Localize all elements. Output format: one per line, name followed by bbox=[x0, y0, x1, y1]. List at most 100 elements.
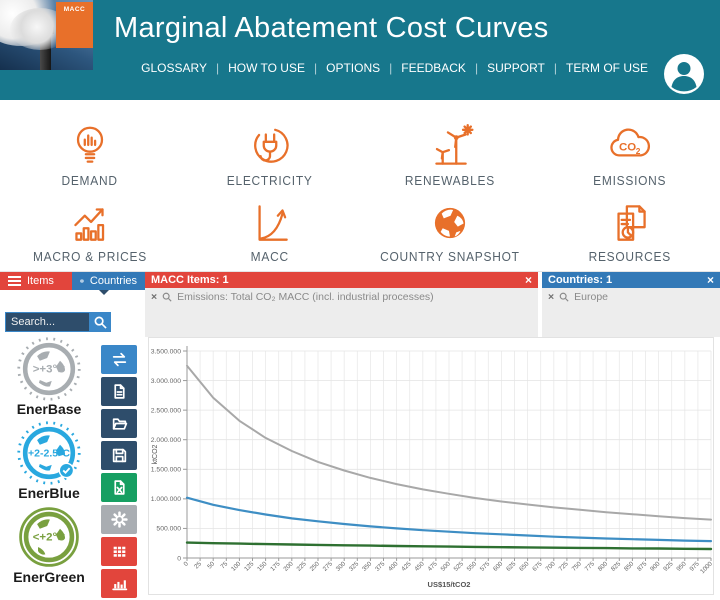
open-folder-button[interactable] bbox=[101, 409, 137, 438]
svg-text:1000: 1000 bbox=[699, 560, 713, 575]
nav-feedback[interactable]: FEEDBACK bbox=[380, 61, 466, 75]
svg-text:25: 25 bbox=[193, 560, 203, 570]
svg-text:850: 850 bbox=[623, 560, 636, 573]
close-icon[interactable]: × bbox=[706, 273, 714, 287]
menu-renewables[interactable]: RENEWABLES bbox=[360, 104, 540, 188]
svg-text:425: 425 bbox=[400, 560, 413, 573]
svg-text:50: 50 bbox=[206, 560, 216, 570]
svg-text:350: 350 bbox=[361, 560, 374, 573]
macc-chart[interactable]: 0 500.000 1.000.000 1.500.000 2.000.000 2.500… bbox=[149, 338, 713, 594]
menu-macc[interactable]: MACC bbox=[180, 188, 360, 264]
scenario-list: >+3°C EnerBase +2-2.5°C EnerBlue <+2°C E… bbox=[0, 336, 98, 588]
svg-text:0: 0 bbox=[177, 555, 181, 562]
country-entry: Europe bbox=[574, 291, 608, 303]
macc-item-entry: Emissions: Total CO₂ MACC (incl. industr… bbox=[177, 291, 434, 303]
svg-text:250: 250 bbox=[309, 560, 322, 573]
svg-text:550: 550 bbox=[466, 560, 479, 573]
swap-series-button[interactable] bbox=[101, 345, 137, 374]
menu-demand[interactable]: DEMAND bbox=[0, 104, 180, 188]
export-excel-button[interactable] bbox=[101, 473, 137, 502]
scenario-enerbase[interactable]: >+3°C EnerBase bbox=[0, 336, 98, 417]
user-avatar-icon[interactable] bbox=[663, 53, 705, 95]
countries-title: Countries: 1 bbox=[548, 274, 613, 286]
lightbulb-chart-icon bbox=[76, 126, 104, 163]
filter-strip bbox=[0, 271, 720, 338]
macc-items-title: MACC Items: 1 bbox=[151, 274, 229, 286]
search-widget bbox=[5, 312, 111, 332]
svg-text:325: 325 bbox=[348, 560, 361, 573]
nav-term-of-use[interactable]: TERM OF USE bbox=[545, 61, 648, 75]
scenario-name: EnerBase bbox=[16, 401, 82, 417]
save-button[interactable] bbox=[101, 441, 137, 470]
chimney-art bbox=[40, 30, 51, 70]
menu-country-snapshot[interactable]: COUNTRY SNAPSHOT bbox=[360, 188, 540, 264]
svg-text:300: 300 bbox=[335, 560, 348, 573]
svg-text:925: 925 bbox=[662, 560, 675, 573]
table-view-button[interactable] bbox=[101, 537, 137, 566]
menu-electricity[interactable]: ELECTRICITY bbox=[180, 104, 360, 188]
svg-text:2.000.000: 2.000.000 bbox=[151, 437, 181, 444]
search-button[interactable] bbox=[89, 312, 111, 332]
svg-text:400: 400 bbox=[387, 560, 400, 573]
chart-view-button[interactable] bbox=[101, 569, 137, 598]
remove-filter-icon[interactable]: × bbox=[548, 291, 555, 303]
svg-text:475: 475 bbox=[426, 560, 439, 573]
svg-text:1.500.000: 1.500.000 bbox=[151, 467, 181, 474]
nav-how-to-use[interactable]: HOW TO USE bbox=[207, 61, 305, 75]
svg-text:900: 900 bbox=[649, 560, 662, 573]
svg-text:575: 575 bbox=[479, 560, 492, 573]
svg-text:675: 675 bbox=[531, 560, 544, 573]
svg-text:600: 600 bbox=[492, 560, 505, 573]
svg-text:750: 750 bbox=[571, 560, 584, 573]
svg-text:725: 725 bbox=[557, 560, 570, 573]
co2-cloud-icon: CO 2 bbox=[610, 128, 650, 157]
settings-button[interactable] bbox=[101, 505, 137, 534]
scenario-enerblue[interactable]: +2-2.5°C EnerBlue bbox=[0, 420, 98, 501]
tab-countries[interactable]: Countries bbox=[72, 272, 145, 290]
module-menu: DEMAND ELECTRICITY RENEWABLES CO 2 EMISS… bbox=[0, 100, 720, 264]
svg-text:375: 375 bbox=[374, 560, 387, 573]
folder-open-icon bbox=[112, 418, 127, 430]
svg-text:775: 775 bbox=[584, 560, 597, 573]
svg-text:950: 950 bbox=[675, 560, 688, 573]
main-nav: GLOSSARY HOW TO USE OPTIONS FEEDBACK SUP… bbox=[141, 61, 648, 75]
hamburger-icon bbox=[8, 276, 21, 286]
chart-toolbar bbox=[101, 345, 137, 598]
scenario-temp: +2-2.5°C bbox=[28, 448, 70, 460]
page-title: Marginal Abatement Cost Curves bbox=[114, 12, 549, 44]
magnifier-icon[interactable] bbox=[162, 292, 172, 302]
svg-text:175: 175 bbox=[269, 560, 282, 573]
swap-arrows-icon bbox=[112, 352, 126, 367]
svg-text:700: 700 bbox=[544, 560, 557, 573]
macc-chart-card: 0 500.000 1.000.000 1.500.000 2.000.000 2.500… bbox=[148, 337, 714, 595]
close-icon[interactable]: × bbox=[524, 273, 532, 287]
curve-axis-icon bbox=[258, 205, 288, 241]
svg-text:825: 825 bbox=[610, 560, 623, 573]
svg-text:500.000: 500.000 bbox=[156, 526, 181, 533]
scenario-energreen[interactable]: <+2°C EnerGreen bbox=[0, 504, 98, 585]
nav-support[interactable]: SUPPORT bbox=[466, 61, 545, 75]
svg-text:800: 800 bbox=[597, 560, 610, 573]
search-input[interactable] bbox=[5, 312, 89, 332]
bar-chart-icon bbox=[111, 580, 127, 591]
globe-tab-icon bbox=[80, 279, 84, 283]
magnifier-icon[interactable] bbox=[559, 292, 569, 302]
menu-emissions[interactable]: CO 2 EMISSIONS bbox=[540, 104, 720, 188]
countries-panel: Countries: 1 × × Europe bbox=[542, 272, 720, 337]
nav-options[interactable]: OPTIONS bbox=[305, 61, 380, 75]
svg-text:625: 625 bbox=[505, 560, 518, 573]
menu-macro-prices[interactable]: MACRO & PRICES bbox=[0, 188, 180, 264]
svg-text:500: 500 bbox=[440, 560, 453, 573]
scenario-temp: <+2°C bbox=[33, 532, 66, 544]
svg-text:875: 875 bbox=[636, 560, 649, 573]
app-header: MACC Marginal Abatement Cost Curves GLOS… bbox=[0, 0, 720, 100]
new-document-button[interactable] bbox=[101, 377, 137, 406]
scenario-name: EnerGreen bbox=[13, 569, 85, 585]
table-grid-icon bbox=[113, 546, 125, 557]
tab-items[interactable]: Items bbox=[0, 272, 72, 290]
app-logo[interactable]: MACC bbox=[0, 0, 93, 70]
globe-icon bbox=[434, 207, 466, 239]
nav-glossary[interactable]: GLOSSARY bbox=[141, 61, 207, 75]
remove-filter-icon[interactable]: × bbox=[151, 291, 158, 303]
menu-resources[interactable]: RESOURCES bbox=[540, 188, 720, 264]
